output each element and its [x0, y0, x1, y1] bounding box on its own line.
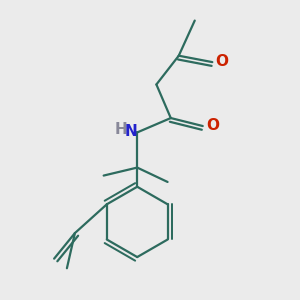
- Text: O: O: [215, 54, 228, 69]
- Text: N: N: [125, 124, 138, 139]
- Text: O: O: [206, 118, 220, 133]
- Text: H: H: [114, 122, 127, 137]
